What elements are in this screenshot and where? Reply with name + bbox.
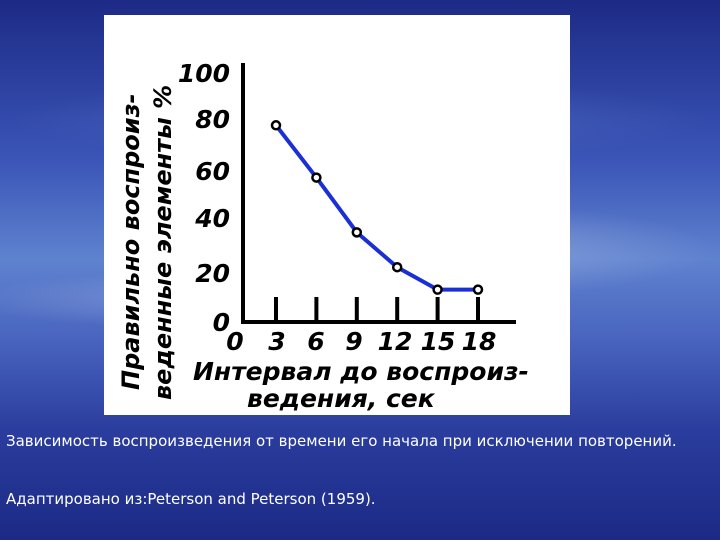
data-point-0 bbox=[270, 120, 282, 131]
chart-series bbox=[270, 120, 484, 295]
x-tick-label-5: 15 bbox=[421, 327, 456, 356]
data-point-2 bbox=[351, 227, 363, 238]
data-point-1 bbox=[311, 172, 322, 183]
y-tick-label-1: 20 bbox=[195, 259, 230, 288]
data-point-3 bbox=[391, 261, 403, 273]
y-tick-label-4: 80 bbox=[195, 105, 230, 134]
x-tick-label-4: 12 bbox=[378, 327, 413, 356]
x-tick-label-6: 18 bbox=[462, 327, 497, 356]
x-tick-label-2: 6 bbox=[307, 327, 324, 356]
chart-panel: 0 3 6 9 12 15 18 0 20 40 60 80 100 Правильно воспрои… bbox=[104, 15, 570, 415]
series-line bbox=[274, 124, 478, 292]
data-point-5 bbox=[472, 284, 484, 295]
x-tick-label-3: 9 bbox=[345, 327, 362, 356]
y-axis-label-line2: веденные элементы % bbox=[149, 85, 177, 400]
x-tick-label-1: 3 bbox=[268, 327, 285, 356]
chart-labels: Правильно воспроиз-веденные элементы % Ин… bbox=[117, 85, 529, 413]
y-tick-label-3: 60 bbox=[195, 157, 230, 186]
y-tick-label-2: 40 bbox=[194, 204, 230, 233]
data-point-4 bbox=[432, 284, 443, 295]
y-tick-label-0: 0 bbox=[213, 308, 230, 337]
figure-source: Адаптировано из:Peterson and Peterson (1… bbox=[6, 490, 376, 508]
y-tick-label-5: 100 bbox=[178, 59, 230, 88]
chart-axes bbox=[241, 63, 516, 324]
y-axis-label-line1: Правильно воспроиз- bbox=[117, 93, 145, 390]
x-tick-label-0: 0 bbox=[226, 327, 243, 356]
figure-caption: Зависимость воспроизведения от времени е… bbox=[6, 432, 677, 450]
x-axis-label-line1: Интервал до воспроиз- bbox=[193, 357, 529, 386]
x-axis-label-line2: ведения, сек bbox=[247, 384, 436, 413]
